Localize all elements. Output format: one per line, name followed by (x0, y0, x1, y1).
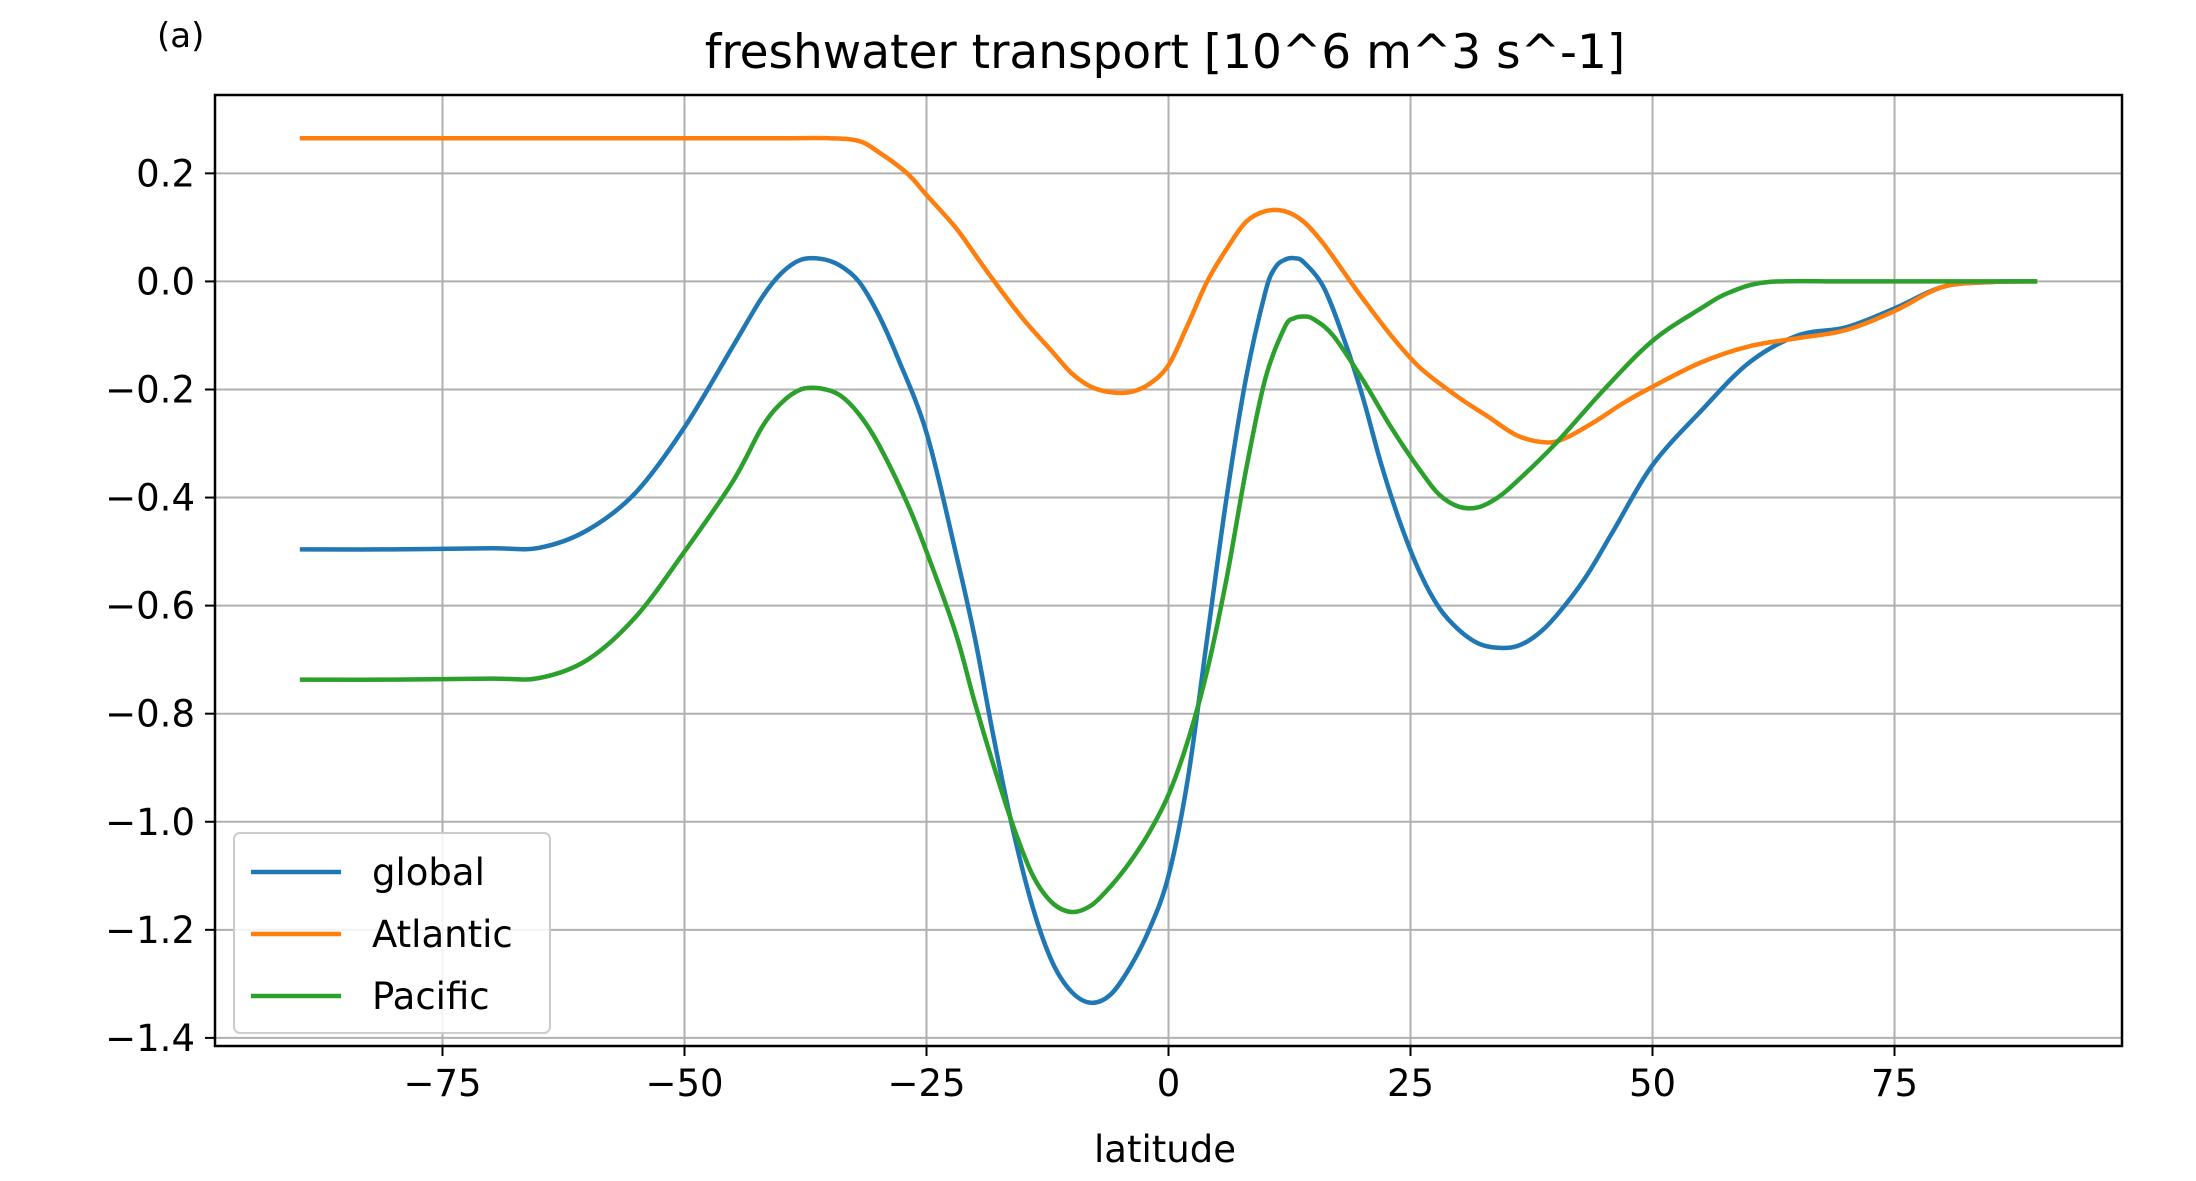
y-tick-label: −1.0 (105, 801, 195, 844)
y-tick-label: −0.6 (105, 585, 195, 628)
y-tick-label: 0.2 (136, 152, 195, 195)
x-tick-label: 75 (1871, 1062, 1918, 1105)
x-tick-label: −25 (887, 1062, 965, 1105)
y-tick-label: −0.2 (105, 368, 195, 411)
legend-label-global: global (372, 851, 485, 894)
legend: global Atlantic Pacific (233, 832, 551, 1034)
chart-title: freshwater transport [10^6 m^3 s^-1] (705, 25, 1625, 80)
x-tick-label: 0 (1157, 1062, 1181, 1105)
series-lines (299, 135, 2038, 1006)
legend-label-pacific: Pacific (372, 975, 490, 1018)
plot-area: −75 −50 −25 0 25 50 75 0.2 0.0 −0.2 −0.4 −0.6 −0.8 −1… (105, 93, 2124, 1105)
y-tick-label: −1.2 (105, 909, 195, 952)
x-axis-label: latitude (1094, 1128, 1236, 1171)
x-tick-label: 50 (1629, 1062, 1676, 1105)
y-tick-label: −0.4 (105, 477, 195, 520)
legend-label-atlantic: Atlantic (372, 913, 513, 956)
y-tick-label: 0.0 (136, 260, 195, 303)
legend-box (233, 832, 551, 1034)
series-line-pacific (299, 278, 2038, 915)
gridlines (215, 95, 2122, 1046)
series-line-atlantic (299, 135, 2038, 445)
axis-ticks: −75 −50 −25 0 25 50 75 0.2 0.0 −0.2 −0.4 −0.6 −0.8 −1… (105, 152, 1918, 1105)
x-tick-label: −50 (645, 1062, 723, 1105)
panel-label: (a) (157, 16, 204, 56)
series-line-global (299, 255, 2038, 1006)
y-tick-label: −1.4 (105, 1017, 195, 1060)
y-tick-label: −0.8 (105, 693, 195, 736)
x-tick-label: −75 (403, 1062, 481, 1105)
x-tick-label: 25 (1387, 1062, 1434, 1105)
